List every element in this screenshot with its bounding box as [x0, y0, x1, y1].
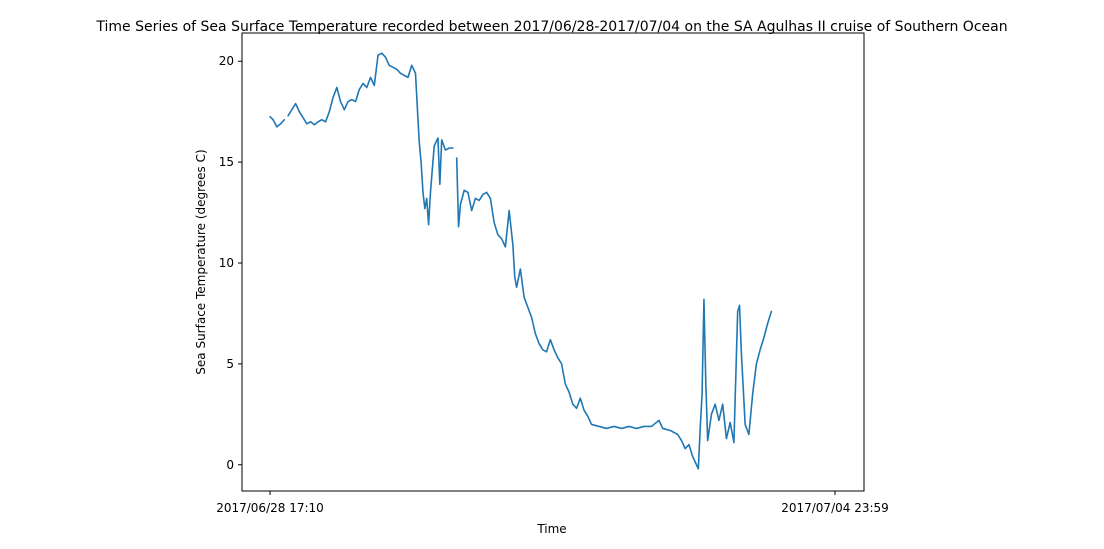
sst-line-segment — [287, 52, 454, 226]
x-axis-label: Time — [536, 522, 566, 536]
y-tick-label: 15 — [219, 155, 234, 169]
y-tick-label: 10 — [219, 256, 234, 270]
y-axis: 0 5 10 15 20 — [219, 54, 242, 472]
y-tick-label: 5 — [226, 357, 234, 371]
plot-area — [241, 32, 865, 492]
sst-line-segment — [455, 157, 773, 470]
x-axis: 2017/06/28 17:10 2017/07/04 23:59 — [216, 491, 889, 515]
plot-frame — [241, 32, 865, 492]
sst-line-segment — [269, 115, 286, 128]
x-tick-label: 2017/06/28 17:10 — [216, 501, 324, 515]
y-tick-label: 20 — [219, 54, 234, 68]
x-tick-label: 2017/07/04 23:59 — [781, 501, 889, 515]
y-axis-label: Sea Surface Temperature (degrees C) — [194, 149, 208, 374]
y-tick-label: 0 — [226, 458, 234, 472]
chart-title: Time Series of Sea Surface Temperature r… — [95, 19, 1007, 35]
series-group — [269, 52, 773, 470]
